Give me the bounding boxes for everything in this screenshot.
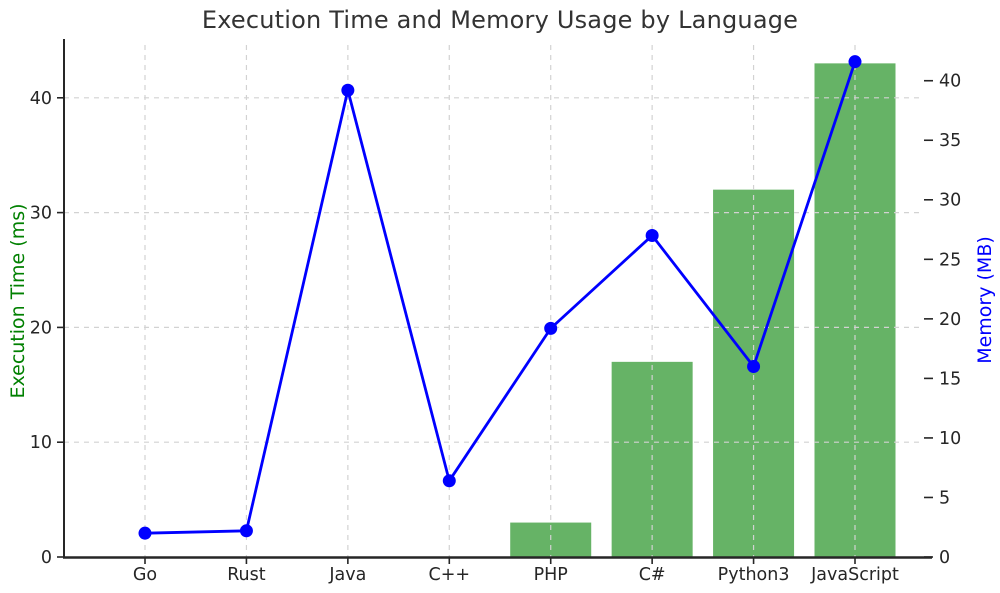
x-tick-label: Python3 (718, 565, 790, 585)
x-tick-label: Go (133, 565, 157, 585)
left-tick-label: 20 (30, 318, 52, 338)
x-tick-label: Java (328, 565, 366, 585)
right-tick-label: 0 (939, 548, 950, 568)
data-point-marker (645, 229, 659, 243)
data-point-marker (848, 55, 862, 69)
y-axis-label-right: Memory (MB) (974, 236, 996, 364)
chart-title: Execution Time and Memory Usage by Langu… (201, 6, 799, 34)
left-tick-label: 30 (30, 204, 52, 224)
right-tick-label: 15 (939, 369, 961, 389)
grid-layer (64, 45, 920, 557)
x-tick-label: PHP (534, 565, 568, 585)
x-tick-label: C# (639, 565, 666, 585)
y-axis-label-left: Execution Time (ms) (7, 203, 29, 399)
right-tick-label: 35 (939, 131, 961, 151)
x-tick-label: JavaScript (810, 565, 899, 585)
right-tick-label: 10 (939, 429, 961, 449)
axes-layer: 0 10 20 30 40 0 5 10 15 20 25 30 35 40 Go Rust Java C++ PH… (30, 39, 961, 585)
x-tick-label: Rust (227, 565, 266, 585)
bar (713, 189, 795, 557)
right-tick-label: 40 (939, 72, 961, 92)
data-point-marker (442, 474, 456, 488)
right-tick-label: 25 (939, 250, 961, 270)
data-point-marker (239, 524, 253, 538)
right-tick-label: 5 (939, 488, 950, 508)
left-tick-label: 40 (30, 89, 52, 109)
data-point-marker (747, 359, 761, 373)
data-point-marker (138, 526, 152, 540)
right-tick-label: 30 (939, 191, 961, 211)
left-tick-label: 10 (30, 433, 52, 453)
data-point-marker (341, 83, 355, 97)
left-tick-label: 0 (41, 548, 52, 568)
bars-layer (510, 63, 896, 558)
line-layer (138, 55, 862, 540)
memory-line (143, 60, 857, 535)
data-point-marker (544, 321, 558, 335)
right-tick-label: 20 (939, 310, 961, 330)
x-tick-label: C++ (429, 565, 471, 585)
